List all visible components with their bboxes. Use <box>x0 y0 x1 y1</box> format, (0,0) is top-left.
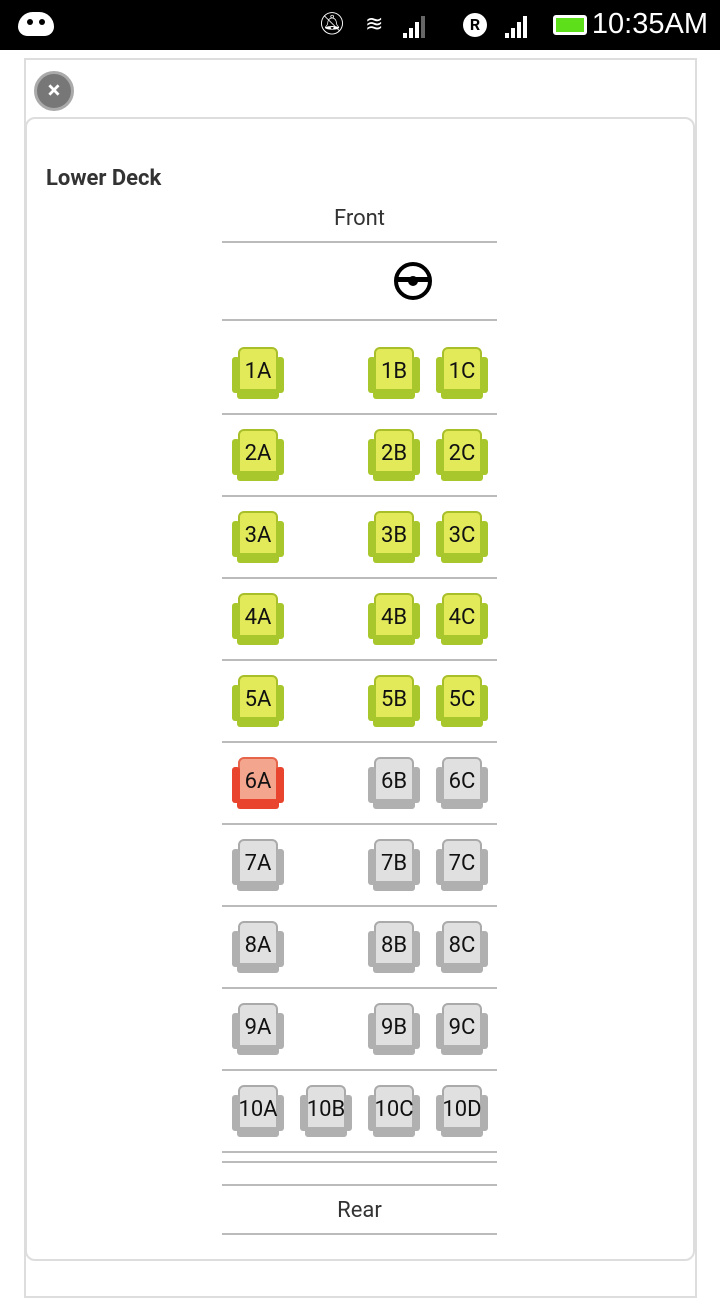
seat-5B[interactable]: 5B <box>368 675 420 727</box>
seat-4A[interactable]: 4A <box>232 593 284 645</box>
row-divider <box>222 823 497 825</box>
row-divider <box>222 659 497 661</box>
seat-7B[interactable]: 7B <box>368 839 420 891</box>
divider <box>222 241 497 243</box>
row-divider <box>222 741 497 743</box>
seat-label: 9C <box>448 1015 476 1040</box>
seat-2A[interactable]: 2A <box>232 429 284 481</box>
seat-label: 5B <box>380 687 408 712</box>
seat-1C[interactable]: 1C <box>436 347 488 399</box>
mute-icon: 🔕︎ <box>318 12 346 37</box>
seat-5C[interactable]: 5C <box>436 675 488 727</box>
seat-label: 2B <box>380 441 408 466</box>
seat-label: 10D <box>442 1097 482 1122</box>
seat-label: 10A <box>238 1097 278 1122</box>
seat-label: 9A <box>244 1015 272 1040</box>
seat-label: 10B <box>306 1097 346 1122</box>
deck-title: Lower Deck <box>46 166 162 191</box>
seat-1A[interactable]: 1A <box>232 347 284 399</box>
seat-8C[interactable]: 8C <box>436 921 488 973</box>
close-icon[interactable]: × <box>34 71 74 111</box>
seat-label: 1C <box>448 359 476 384</box>
seat-6B[interactable]: 6B <box>368 757 420 809</box>
front-label: Front <box>333 206 385 231</box>
seat-label: 4A <box>244 605 272 630</box>
seat-10A[interactable]: 10A <box>232 1085 284 1137</box>
row-divider <box>222 495 497 497</box>
seat-2B[interactable]: 2B <box>368 429 420 481</box>
seat-label: 4B <box>380 605 408 630</box>
seat-label: 4C <box>448 605 476 630</box>
seat-3A[interactable]: 3A <box>232 511 284 563</box>
seat-6A[interactable]: 6A <box>232 757 284 809</box>
steering-wheel-icon <box>394 262 432 300</box>
seat-3C[interactable]: 3C <box>436 511 488 563</box>
seat-label: 3A <box>244 523 272 548</box>
seat-2C[interactable]: 2C <box>436 429 488 481</box>
clock: 10:35AM <box>591 8 708 40</box>
seat-label: 7A <box>244 851 272 876</box>
seat-9A[interactable]: 9A <box>232 1003 284 1055</box>
seat-label: 6B <box>380 769 408 794</box>
wifi-icon: ≋ <box>365 12 384 37</box>
seat-label: 5A <box>244 687 272 712</box>
seat-9C[interactable]: 9C <box>436 1003 488 1055</box>
battery-icon <box>553 15 587 35</box>
seat-label: 9B <box>380 1015 408 1040</box>
seat-label: 6C <box>448 769 476 794</box>
seat-label: 3C <box>448 523 476 548</box>
row-divider <box>222 987 497 989</box>
row-divider <box>222 413 497 415</box>
seat-layout-card <box>25 117 695 1261</box>
divider <box>222 1233 497 1235</box>
seat-label: 3B <box>380 523 408 548</box>
seat-label: 1A <box>244 359 272 384</box>
seat-10C[interactable]: 10C <box>368 1085 420 1137</box>
signal-icon <box>505 14 527 38</box>
seat-8B[interactable]: 8B <box>368 921 420 973</box>
seat-10B[interactable]: 10B <box>300 1085 352 1137</box>
row-divider <box>222 577 497 579</box>
divider <box>222 1161 497 1163</box>
seat-label: 10C <box>374 1097 414 1122</box>
seat-4C[interactable]: 4C <box>436 593 488 645</box>
seat-label: 7C <box>448 851 476 876</box>
seat-label: 2A <box>244 441 272 466</box>
seat-label: 2C <box>448 441 476 466</box>
signal-icon <box>403 14 425 38</box>
seat-9B[interactable]: 9B <box>368 1003 420 1055</box>
seat-label: 8B <box>380 933 408 958</box>
seat-4B[interactable]: 4B <box>368 593 420 645</box>
divider <box>222 319 497 321</box>
divider <box>222 1184 497 1186</box>
seat-7C[interactable]: 7C <box>436 839 488 891</box>
seat-8A[interactable]: 8A <box>232 921 284 973</box>
seat-label: 1B <box>380 359 408 384</box>
seat-label: 7B <box>380 851 408 876</box>
seat-5A[interactable]: 5A <box>232 675 284 727</box>
seat-10D[interactable]: 10D <box>436 1085 488 1137</box>
seat-label: 8A <box>244 933 272 958</box>
seat-label: 8C <box>448 933 476 958</box>
android-debug-icon <box>18 12 54 36</box>
roaming-icon: R <box>463 13 487 37</box>
row-divider <box>222 1151 497 1153</box>
seat-3B[interactable]: 3B <box>368 511 420 563</box>
seat-7A[interactable]: 7A <box>232 839 284 891</box>
row-divider <box>222 1069 497 1071</box>
seat-label: 5C <box>448 687 476 712</box>
seat-label: 6A <box>244 769 272 794</box>
seat-1B[interactable]: 1B <box>368 347 420 399</box>
row-divider <box>222 905 497 907</box>
status-bar: 🔕︎ ≋ R 10:35AM <box>0 0 720 50</box>
seat-6C[interactable]: 6C <box>436 757 488 809</box>
rear-label: Rear <box>337 1198 382 1223</box>
